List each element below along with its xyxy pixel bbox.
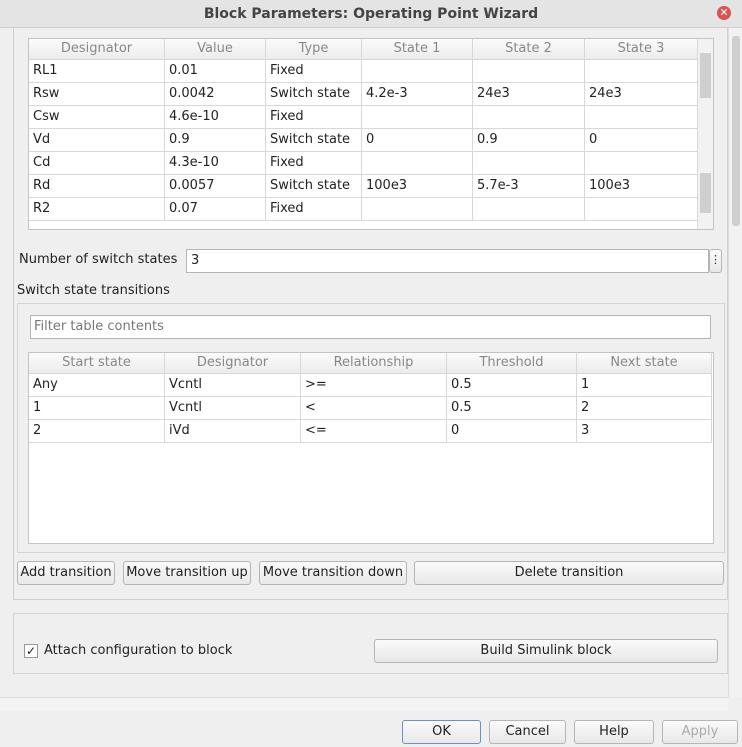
table-cell[interactable]: 0.9 <box>473 129 585 152</box>
column-header: Type <box>266 39 362 60</box>
table-cell[interactable]: < <box>301 397 447 420</box>
table-cell[interactable]: Fixed <box>266 60 362 83</box>
table-cell[interactable]: 0 <box>362 129 473 152</box>
table-cell[interactable]: Vcntl <box>165 374 301 397</box>
transition-button[interactable]: Delete transition <box>414 561 724 585</box>
table-cell[interactable]: >= <box>301 374 447 397</box>
table-scrollbar[interactable] <box>697 39 713 229</box>
table-cell[interactable]: 24e3 <box>473 83 585 106</box>
table-cell[interactable]: Rd <box>29 175 165 198</box>
switch-states-label: Number of switch states <box>19 252 178 267</box>
table-cell[interactable]: 3 <box>577 420 712 443</box>
table-cell[interactable] <box>473 60 585 83</box>
transitions-label: Switch state transitions <box>17 283 170 298</box>
table-cell[interactable]: Vd <box>29 129 165 152</box>
transition-button[interactable]: Add transition <box>17 561 115 585</box>
table-cell[interactable]: 2 <box>29 420 165 443</box>
table-cell[interactable] <box>585 152 698 175</box>
build-button[interactable]: Build Simulink block <box>374 639 718 663</box>
column-header: Designator <box>29 39 165 60</box>
switch-states-input[interactable]: 3 <box>186 249 709 273</box>
attach-label: Attach configuration to block <box>44 643 233 658</box>
footer-button[interactable]: Cancel <box>489 720 566 744</box>
table-cell[interactable]: 0.5 <box>447 374 577 397</box>
table-cell[interactable] <box>362 106 473 129</box>
table-cell[interactable]: Switch state <box>266 129 362 152</box>
table-cell[interactable] <box>473 152 585 175</box>
table-cell[interactable]: RL1 <box>29 60 165 83</box>
column-header: Designator <box>165 353 301 374</box>
table-cell[interactable] <box>585 106 698 129</box>
table-cell[interactable] <box>585 60 698 83</box>
table-cell[interactable]: Fixed <box>266 106 362 129</box>
table-cell[interactable] <box>585 198 698 221</box>
transitions-panel <box>17 303 725 553</box>
panel <box>13 28 728 600</box>
transition-button[interactable]: Move transition down <box>259 561 407 585</box>
vertical-scrollbar[interactable] <box>728 28 742 697</box>
table-cell[interactable] <box>362 152 473 175</box>
table-cell[interactable]: 24e3 <box>585 83 698 106</box>
footer-button[interactable]: Apply <box>662 720 738 744</box>
table-cell[interactable]: Csw <box>29 106 165 129</box>
column-header: Relationship <box>301 353 447 374</box>
table-cell[interactable]: Switch state <box>266 175 362 198</box>
column-header: State 2 <box>473 39 585 60</box>
close-button[interactable]: ✕ <box>717 6 731 20</box>
table-cell[interactable]: 2 <box>577 397 712 420</box>
table-cell[interactable] <box>473 198 585 221</box>
footer-button[interactable]: OK <box>402 720 481 744</box>
column-header: Next state <box>577 353 712 374</box>
attach-checkbox[interactable]: ✓ <box>24 644 38 658</box>
footer-button[interactable]: Help <box>574 720 654 744</box>
table-cell[interactable]: 5.7e-3 <box>473 175 585 198</box>
table-cell[interactable]: Any <box>29 374 165 397</box>
table-cell[interactable]: 100e3 <box>362 175 473 198</box>
table-cell[interactable]: 1 <box>29 397 165 420</box>
table-cell[interactable]: 0.07 <box>165 198 266 221</box>
table-cell[interactable]: <= <box>301 420 447 443</box>
table-cell[interactable]: 0.0057 <box>165 175 266 198</box>
table-cell[interactable]: 0.0042 <box>165 83 266 106</box>
column-header: Value <box>165 39 266 60</box>
column-header: State 3 <box>585 39 698 60</box>
transitions-table: Start state Designator Relationship Thresho… <box>28 352 714 544</box>
horizontal-scrollbar[interactable] <box>0 697 728 711</box>
column-header: Threshold <box>447 353 577 374</box>
table-cell[interactable]: 4.3e-10 <box>165 152 266 175</box>
transition-button[interactable]: Move transition up <box>123 561 251 585</box>
title-bar: Block Parameters: Operating Point Wizard <box>0 0 742 28</box>
table-cell[interactable]: iVd <box>165 420 301 443</box>
table-cell[interactable]: Switch state <box>266 83 362 106</box>
table-cell[interactable]: 4.6e-10 <box>165 106 266 129</box>
table-cell[interactable]: 0.5 <box>447 397 577 420</box>
table-cell[interactable]: R2 <box>29 198 165 221</box>
table-cell[interactable]: Fixed <box>266 152 362 175</box>
table-cell[interactable] <box>362 198 473 221</box>
table-cell[interactable]: 0 <box>585 129 698 152</box>
table-cell[interactable]: Rsw <box>29 83 165 106</box>
table-cell[interactable]: Vcntl <box>165 397 301 420</box>
table-cell[interactable]: 0 <box>447 420 577 443</box>
table-cell[interactable]: 0.9 <box>165 129 266 152</box>
window-title: Block Parameters: Operating Point Wizard <box>203 6 539 22</box>
more-button[interactable]: ⋮ <box>709 249 722 273</box>
table-cell[interactable]: Fixed <box>266 198 362 221</box>
column-header: Start state <box>29 353 165 374</box>
table-cell[interactable]: 1 <box>577 374 712 397</box>
table-cell[interactable]: 0.01 <box>165 60 266 83</box>
filter-input[interactable]: Filter table contents <box>30 315 711 339</box>
table-cell[interactable]: Cd <box>29 152 165 175</box>
parameter-table: Designator Value Type State 1 State 2 State 3… <box>28 38 714 230</box>
table-cell[interactable]: 100e3 <box>585 175 698 198</box>
table-cell[interactable]: 4.2e-3 <box>362 83 473 106</box>
table-cell[interactable] <box>473 106 585 129</box>
bottom-panel <box>13 613 728 674</box>
table-cell[interactable] <box>362 60 473 83</box>
column-header: State 1 <box>362 39 473 60</box>
